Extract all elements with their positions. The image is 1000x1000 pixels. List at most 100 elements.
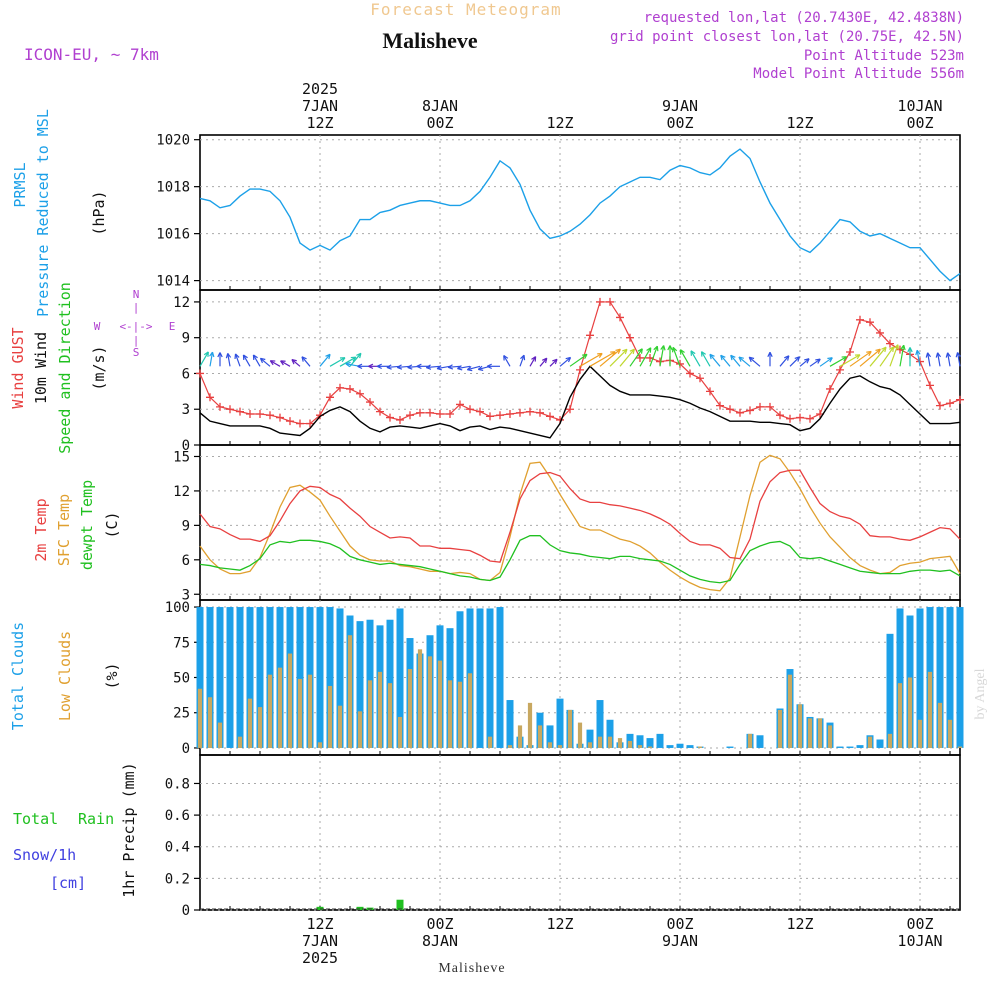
wind-arrow-head	[667, 345, 673, 351]
total-cloud-bar	[296, 607, 304, 748]
wind-gust-marker	[506, 410, 514, 418]
wind-gust-marker	[766, 402, 774, 411]
model-altitude: Model Point Altitude 556m	[753, 66, 964, 82]
wind-ytick-label: 12	[173, 295, 190, 311]
wind-gust-marker	[256, 410, 264, 418]
total-cloud-bar	[726, 746, 734, 748]
wind-10m-line	[199, 365, 961, 439]
wind-arrow-head	[945, 352, 952, 358]
total-cloud-bar	[656, 733, 664, 748]
wind-arrow-head	[217, 352, 223, 358]
wind-arrow-head	[730, 354, 736, 361]
low-cloud-bar	[957, 746, 963, 748]
low-cloud-bar	[627, 740, 633, 748]
wind-arrow	[779, 355, 790, 367]
wind-arrow	[291, 359, 301, 367]
temp-ytick-label: 15	[173, 449, 190, 465]
wind-arrow-head	[841, 356, 848, 362]
precip-frame	[199, 754, 961, 911]
low-cloud-bar	[307, 674, 313, 748]
wind-arrow	[869, 346, 887, 367]
total-cloud-bar	[236, 607, 244, 748]
low-cloud-bar	[237, 736, 243, 748]
precip-ytick-label: 0.8	[165, 776, 190, 792]
wind-speed-dir-label: Speed and Direction	[56, 282, 74, 454]
bottom-time-label: 12Z	[546, 915, 573, 933]
wind-arrow-head	[767, 351, 773, 357]
compass-vert-bot: |	[133, 334, 140, 347]
wind-gust-marker	[676, 359, 684, 368]
wind-arrow-head	[700, 351, 706, 357]
precip-panel-labels: Total Rain Snow/1h [cm] 1hr Precip (mm)	[13, 762, 138, 897]
precip-ytick-label: 0.4	[165, 840, 190, 856]
wind-arrow-head	[827, 357, 833, 363]
bottom-time-label: 9JAN	[662, 932, 698, 950]
wind-gust-marker	[276, 413, 284, 422]
wind-arrow	[649, 345, 658, 367]
total-cloud-bar	[626, 733, 634, 748]
wind-arrow-head	[477, 365, 484, 371]
low-cloud-bar	[437, 660, 443, 748]
wind-arrow-head	[425, 364, 432, 370]
wind-unit-label: (m/s)	[90, 345, 108, 390]
rain-bar	[316, 906, 324, 910]
wind-gust-marker	[726, 405, 734, 414]
wind-arrow-head	[637, 348, 643, 354]
wind-gust-marker	[356, 389, 364, 398]
wind-arrow-head	[386, 364, 392, 370]
wind-arrow	[679, 349, 691, 367]
precip-axis-label: 1hr Precip (mm)	[120, 762, 138, 897]
wind-arrow-head	[368, 363, 374, 370]
top-time-label: 00Z	[906, 114, 933, 132]
wind-gust-marker	[206, 393, 214, 402]
bottom-time-label: 00Z	[426, 915, 453, 933]
low-cloud-bar	[547, 742, 553, 748]
pressure-ytick-label: 1016	[156, 227, 190, 243]
snow-label: Snow/1h	[13, 846, 76, 864]
low-cloud-bar	[487, 736, 493, 748]
wind-arrow	[467, 365, 481, 371]
wind-gust-marker	[436, 410, 444, 418]
wind-arrow-head	[582, 353, 588, 360]
wind-arrow	[619, 348, 635, 367]
wind-arrow-head	[794, 356, 801, 362]
low-cloud-bar	[197, 688, 203, 748]
temp-dewpt-label: dewpt Temp	[78, 480, 96, 570]
wind-gust-marker	[326, 393, 334, 402]
point-altitude: Point Altitude 523m	[804, 48, 964, 64]
wind-gust-marker	[786, 414, 794, 423]
total-cloud-bar	[936, 607, 944, 748]
wind-ytick-label: 3	[182, 402, 190, 418]
wind-arrow	[319, 353, 331, 367]
wind-arrow-head	[660, 345, 666, 351]
wind-arrow	[690, 350, 701, 367]
temp-unit-label: (C)	[103, 511, 121, 538]
wind-arrow-head	[234, 353, 240, 360]
total-cloud-bar	[756, 735, 764, 748]
wind-gust-marker	[376, 407, 384, 416]
low-cloud-bar	[407, 669, 413, 748]
low-cloud-bar	[397, 716, 403, 748]
wind-gust-marker	[426, 408, 434, 417]
wind-gust-marker	[636, 353, 644, 362]
wind-arrow-head	[888, 346, 895, 352]
low-cloud-bar	[217, 722, 223, 748]
low-cloud-bar	[777, 709, 783, 748]
wind-arrow-head	[486, 363, 492, 370]
wind-arrow	[349, 352, 362, 367]
wind-arrow-head	[301, 356, 307, 362]
wind-arrow-head	[520, 354, 526, 361]
wind-gust-marker	[366, 398, 374, 407]
precip-ytick-label: 0	[182, 903, 190, 919]
wind-arrow	[709, 353, 721, 367]
wind-gust-marker	[576, 365, 584, 374]
wind-arrow	[956, 352, 961, 367]
wind-gust-marker	[466, 405, 474, 414]
wind-arrow-head	[804, 358, 810, 364]
wind-arrow-head	[531, 356, 537, 362]
low-cloud-bar	[507, 745, 513, 748]
low-cloud-bar	[457, 681, 463, 748]
wind-arrow-head	[242, 354, 248, 360]
low-cloud-bar	[937, 702, 943, 748]
wind-gust-marker	[416, 408, 424, 417]
